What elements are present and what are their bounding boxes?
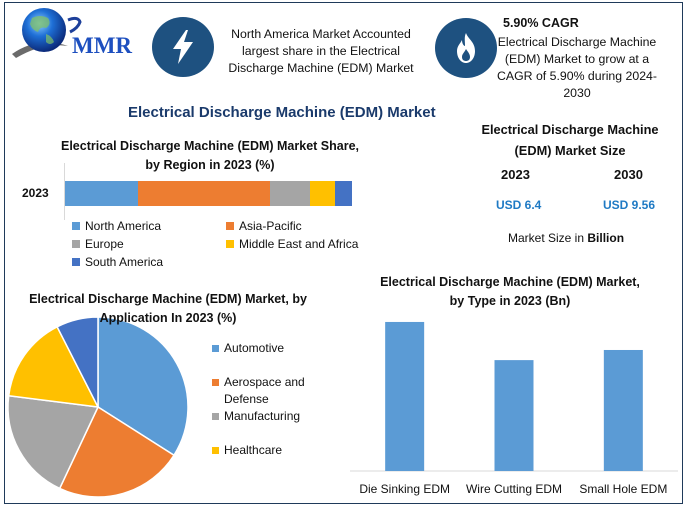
type-tick-label-small-hole-edm: Small Hole EDM (579, 482, 667, 496)
pie-slice-others (56, 316, 99, 408)
north-america-highlight: North America Market Accounted largest s… (228, 27, 414, 75)
type-tick-label-wire-cutting-edm: Wire Cutting EDM (466, 482, 562, 496)
legend-swatch (226, 222, 234, 230)
application-chart-title: Electrical Discharge Machine (EDM) Marke… (29, 292, 307, 325)
application-legend-item-manufacturing: Manufacturing (212, 408, 342, 425)
legend-label: Asia-Pacific (239, 219, 302, 233)
legend-label: Manufacturing (224, 409, 301, 423)
region-legend-item-middle-east-and-africa: Middle East and Africa (226, 237, 358, 251)
pie-slice-healthcare (7, 325, 100, 408)
legend-label: North America (85, 219, 162, 233)
region-legend-item-europe: Europe (72, 237, 124, 251)
region-chart-category-label: 2023 (22, 186, 49, 200)
pie-slice-manufacturing (7, 394, 100, 490)
legend-swatch (72, 240, 80, 248)
type-tick-label-die-sinking-edm: Die Sinking EDM (359, 482, 450, 496)
market-size-unit-bold: Billion (587, 231, 625, 245)
application-pie-chart (7, 316, 189, 498)
legend-swatch (212, 447, 219, 454)
legend-swatch (212, 413, 219, 420)
globe-logo-icon (12, 8, 82, 58)
application-legend-item-healthcare: Healthcare (212, 442, 342, 459)
region-legend-item-north-america: North America (72, 219, 161, 233)
region-bar-segment-middle-east-and-africa (310, 181, 335, 206)
main-title: Electrical Discharge Machine (EDM) Marke… (128, 104, 436, 121)
market-size-value-2023: USD 6.4 (496, 198, 542, 212)
market-size-value-2030: USD 9.56 (603, 198, 656, 212)
region-bar-segment-europe (270, 181, 311, 206)
type-bar-chart: Die Sinking EDM Wire Cutting EDM Small Hol… (350, 321, 678, 496)
region-stacked-bar (65, 181, 352, 206)
legend-swatch (226, 240, 234, 248)
market-size-unit-prefix: Market Size in (508, 231, 588, 245)
region-bar-segment-asia-pacific (138, 181, 271, 206)
application-legend-item-automotive: Automotive (212, 340, 342, 357)
logo-text: MMR (72, 33, 133, 58)
legend-swatch (72, 258, 80, 266)
cagr-description: Electrical Discharge Machine (EDM) Marke… (497, 35, 657, 100)
legend-label: Middle East and Africa (239, 237, 359, 251)
region-bar-segment-north-america (65, 181, 139, 206)
legend-label: Automotive (224, 341, 285, 355)
market-size-year-2030: 2030 (614, 167, 643, 182)
legend-label: Aerospace and Defense (224, 375, 305, 406)
legend-swatch (212, 345, 219, 352)
cagr-title: 5.90% CAGR (503, 16, 579, 30)
lightning-bolt-icon (152, 17, 214, 77)
region-chart-axis (64, 163, 65, 220)
flame-icon (435, 18, 497, 78)
legend-swatch (212, 379, 219, 386)
infographic-frame (4, 2, 683, 504)
type-bar-wire-cutting-edm (494, 360, 534, 471)
legend-label: Europe (85, 237, 124, 251)
market-size-title: Electrical Discharge Machine (EDM) Marke… (481, 122, 659, 158)
region-bar-segment-south-america (334, 181, 352, 206)
application-legend-item-aerospace-and-defense: Aerospace and Defense (212, 374, 342, 408)
legend-swatch (72, 222, 80, 230)
region-legend-item-asia-pacific: Asia-Pacific (226, 219, 302, 233)
legend-label: Healthcare (224, 443, 283, 457)
legend-label: South America (85, 255, 164, 269)
type-bar-small-hole-edm (603, 349, 643, 471)
region-legend-item-south-america: South America (72, 255, 163, 269)
market-size-year-2023: 2023 (501, 167, 530, 182)
market-size-unit: Market Size in Billion (508, 231, 624, 245)
pie-slice-aerospace-and-defense (58, 405, 176, 498)
type-chart-title: Electrical Discharge Machine (EDM) Marke… (380, 275, 640, 308)
region-chart-title: Electrical Discharge Machine (EDM) Marke… (60, 139, 360, 172)
type-bar-die-sinking-edm (385, 321, 425, 471)
